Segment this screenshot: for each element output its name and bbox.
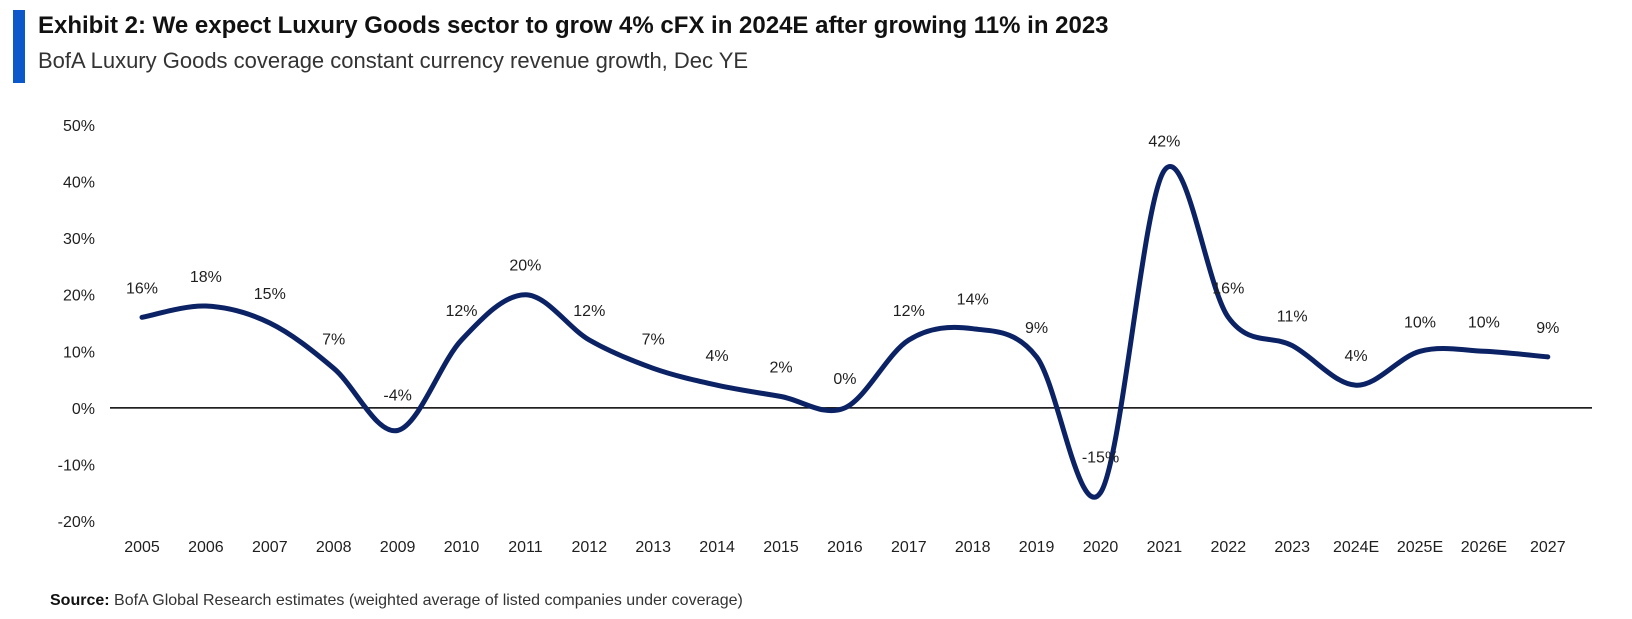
data-label: 4% <box>1345 348 1368 365</box>
data-label: 9% <box>1025 320 1048 337</box>
data-label: 11% <box>1277 309 1308 326</box>
y-tick-label: 30% <box>63 231 95 248</box>
data-point <box>1098 490 1104 496</box>
data-label: 16% <box>1212 280 1244 297</box>
x-tick-label: 2010 <box>444 539 480 556</box>
data-label: 7% <box>322 331 345 348</box>
data-point <box>203 303 209 309</box>
data-label: 14% <box>957 292 989 309</box>
data-point <box>522 292 528 298</box>
chart-subtitle: BofA Luxury Goods coverage constant curr… <box>38 48 749 73</box>
data-label: 12% <box>573 303 605 320</box>
data-point <box>714 382 720 388</box>
x-tick-label: 2008 <box>316 539 352 556</box>
data-point <box>267 320 273 326</box>
x-tick-label: 2011 <box>508 539 543 556</box>
data-point <box>1161 167 1167 173</box>
data-point <box>906 337 912 343</box>
y-tick-label: -20% <box>58 514 95 531</box>
y-tick-label: 0% <box>72 401 95 418</box>
data-point <box>1481 348 1487 354</box>
accent-bar <box>13 10 25 83</box>
x-tick-label: 2018 <box>955 539 991 556</box>
data-point <box>970 326 976 332</box>
x-tick-label: 2020 <box>1083 539 1119 556</box>
data-label: 9% <box>1536 320 1559 337</box>
x-tick-label: 2016 <box>827 539 863 556</box>
data-label: 16% <box>126 280 158 297</box>
data-point <box>650 365 656 371</box>
data-point <box>778 394 784 400</box>
data-point <box>1417 348 1423 354</box>
source-label: Source: <box>50 592 110 609</box>
x-tick-label: 2005 <box>124 539 160 556</box>
data-point <box>1545 354 1551 360</box>
x-tick-label: 2026E <box>1461 539 1507 556</box>
data-point <box>1289 343 1295 349</box>
data-point <box>459 337 465 343</box>
x-tick-label: 2027 <box>1530 539 1566 556</box>
data-point <box>1034 354 1040 360</box>
x-tick-label: 2025E <box>1397 539 1443 556</box>
series-line <box>139 164 1551 500</box>
data-label: 12% <box>893 303 925 320</box>
data-label: 12% <box>445 303 477 320</box>
y-tick-label: 10% <box>63 344 95 361</box>
source-note: Source: BofA Global Research estimates (… <box>50 592 743 610</box>
x-tick-label: 2007 <box>252 539 288 556</box>
y-tick-label: 50% <box>63 118 95 135</box>
data-point <box>1353 382 1359 388</box>
y-tick-label: 20% <box>63 288 95 305</box>
x-tick-label: 2012 <box>572 539 608 556</box>
x-tick-label: 2014 <box>699 539 735 556</box>
x-tick-label: 2006 <box>188 539 224 556</box>
data-label: 2% <box>769 360 792 377</box>
y-tick-label: -10% <box>58 457 95 474</box>
data-point <box>139 314 145 320</box>
data-label: -15% <box>1082 450 1119 467</box>
data-point <box>586 337 592 343</box>
data-point <box>842 405 848 411</box>
x-tick-label: 2022 <box>1211 539 1247 556</box>
data-label: 4% <box>706 348 729 365</box>
data-label: 20% <box>509 258 541 275</box>
data-label: 42% <box>1148 133 1180 150</box>
data-point <box>1225 314 1231 320</box>
x-tick-label: 2017 <box>891 539 927 556</box>
data-label: 7% <box>642 331 665 348</box>
x-tick-label: 2023 <box>1274 539 1310 556</box>
data-point <box>395 427 401 433</box>
data-label: -4% <box>383 387 411 404</box>
data-label: 0% <box>833 371 856 388</box>
x-tick-label: 2019 <box>1019 539 1055 556</box>
x-tick-label: 2009 <box>380 539 416 556</box>
data-label: 18% <box>190 269 222 286</box>
x-tick-label: 2013 <box>635 539 671 556</box>
y-tick-label: 40% <box>63 175 95 192</box>
data-label: 10% <box>1468 314 1500 331</box>
x-tick-label: 2021 <box>1147 539 1183 556</box>
data-point <box>331 365 337 371</box>
x-tick-label: 2024E <box>1333 539 1379 556</box>
x-tick-label: 2015 <box>763 539 799 556</box>
data-label: 10% <box>1404 314 1436 331</box>
data-label: 15% <box>254 286 286 303</box>
source-text: BofA Global Research estimates (weighted… <box>114 592 743 609</box>
chart-title: Exhibit 2: We expect Luxury Goods sector… <box>38 12 1109 39</box>
